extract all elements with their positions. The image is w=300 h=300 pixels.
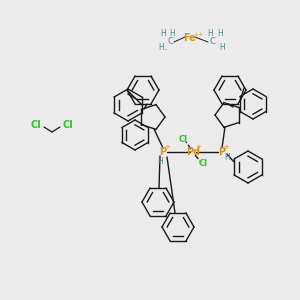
Text: H: H	[157, 157, 163, 166]
Text: H: H	[207, 28, 213, 38]
Text: H: H	[158, 44, 164, 52]
Text: Pd: Pd	[186, 147, 200, 157]
Text: Cl: Cl	[63, 120, 74, 130]
Text: ++: ++	[194, 32, 204, 37]
Text: H: H	[169, 28, 175, 38]
Text: H: H	[224, 154, 230, 163]
Text: Cl: Cl	[198, 160, 208, 169]
Text: H: H	[217, 29, 223, 38]
Text: H: H	[219, 44, 225, 52]
Text: Fe: Fe	[184, 33, 196, 43]
Text: +: +	[195, 144, 201, 150]
Text: H: H	[160, 29, 166, 38]
Text: Cl: Cl	[31, 120, 41, 130]
Text: P: P	[159, 147, 167, 157]
Text: P: P	[218, 147, 226, 157]
Text: +: +	[223, 144, 229, 150]
Text: C: C	[167, 38, 173, 46]
Text: -: -	[165, 46, 167, 52]
Text: Cl: Cl	[178, 136, 188, 145]
Text: +: +	[164, 144, 170, 150]
Text: C: C	[209, 38, 215, 46]
